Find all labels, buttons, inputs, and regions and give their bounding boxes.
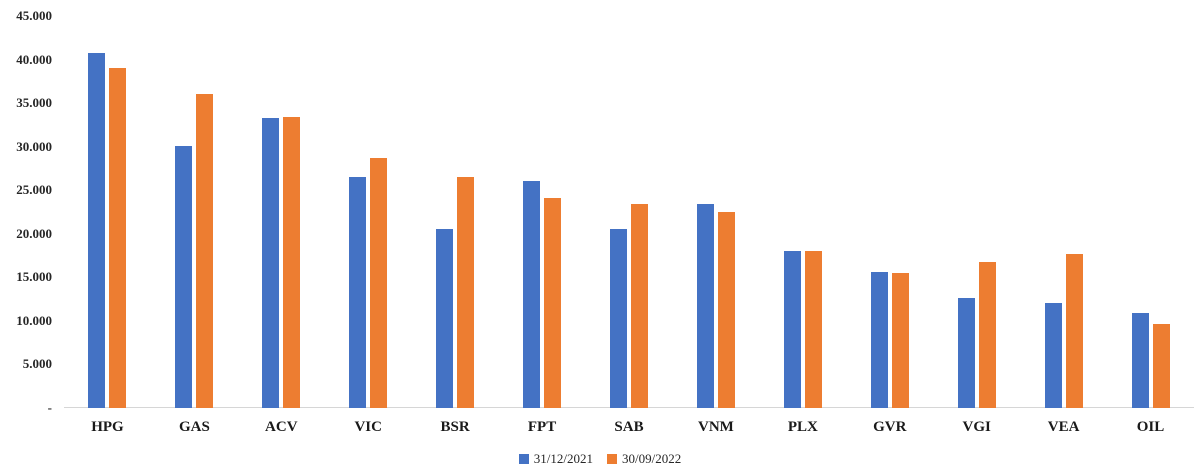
bar-fpt-31-12-2021 (523, 180, 541, 408)
bar-group-sab (586, 16, 673, 408)
bar-group-bsr (412, 16, 499, 408)
bar-gas-31-12-2021 (175, 145, 193, 408)
y-axis: 45.000 40.000 35.000 30.000 25.000 20.000 15.0… (0, 8, 52, 415)
x-tick-label-oil: OIL (1136, 419, 1165, 435)
y-tick-label: 30.000 (16, 138, 52, 154)
bar-groups (64, 16, 1194, 408)
x-tick-label-plx: PLX (787, 419, 818, 435)
x-tick-label-vea: VEA (1047, 419, 1080, 435)
bar-vgi-31-12-2021 (957, 298, 975, 408)
x-tick-label-fpt: FPT (527, 419, 557, 435)
x-tick-label-vic: VIC (354, 419, 382, 435)
x-tick-label-sab: SAB (614, 419, 644, 435)
chart-legend: 31/12/2021 30/09/2022 (0, 451, 1200, 467)
bar-gvr-31-12-2021 (870, 272, 888, 408)
y-tick-label: 20.000 (16, 225, 52, 241)
plot-area (64, 16, 1194, 408)
bar-oil-31-12-2021 (1131, 313, 1149, 408)
legend-swatch-icon (607, 454, 617, 464)
bar-group-acv (238, 16, 325, 408)
x-tick-label-bsr: BSR (440, 419, 470, 435)
bar-vea-30-09-2022 (1065, 253, 1083, 408)
y-tick-label: - (47, 400, 52, 415)
bar-hpg-31-12-2021 (88, 53, 106, 408)
bar-oil-30-09-2022 (1152, 324, 1170, 408)
bar-group-fpt (499, 16, 586, 408)
legend-label: 31/12/2021 (533, 451, 593, 466)
bar-group-vea (1020, 16, 1107, 408)
bar-gas-30-09-2022 (196, 94, 214, 408)
y-tick-label: 45.000 (16, 8, 52, 23)
bar-vnm-30-09-2022 (717, 212, 735, 408)
bar-sab-31-12-2021 (609, 228, 627, 408)
x-tick-label-vgi: VGI (962, 419, 991, 435)
legend-label: 30/09/2022 (622, 451, 682, 466)
y-tick-label: 15.000 (16, 269, 52, 285)
y-tick-label: 25.000 (16, 182, 52, 198)
y-tick-label: 5.000 (22, 356, 52, 372)
x-tick-label-vnm: VNM (698, 419, 734, 435)
bar-bsr-31-12-2021 (436, 229, 454, 408)
bar-gvr-30-09-2022 (891, 272, 909, 408)
bar-group-gvr (846, 16, 933, 408)
x-tick-label-acv: ACV (265, 419, 298, 435)
legend-item: 31/12/2021 (518, 451, 593, 467)
bar-vnm-31-12-2021 (696, 204, 714, 408)
x-tick-label-gas: GAS (178, 419, 210, 435)
bar-sab-30-09-2022 (630, 204, 648, 408)
x-axis: HPG GAS ACV VIC BSR FPT SAB VNM PLX GVR VGI VEA OIL (64, 413, 1194, 437)
bar-acv-31-12-2021 (262, 117, 280, 408)
bar-bsr-30-09-2022 (457, 177, 475, 408)
bar-group-vnm (672, 16, 759, 408)
bar-vgi-30-09-2022 (978, 261, 996, 408)
x-tick-label-hpg: HPG (91, 419, 124, 435)
bar-acv-30-09-2022 (283, 117, 301, 408)
bar-group-oil (1107, 16, 1194, 408)
legend-swatch-icon (518, 454, 529, 464)
bar-vic-31-12-2021 (349, 177, 367, 408)
bar-group-gas (151, 16, 238, 408)
x-tick-label-gvr: GVR (873, 419, 907, 435)
y-tick-label: 35.000 (16, 95, 52, 111)
bar-plx-31-12-2021 (783, 251, 801, 408)
bar-group-vgi (933, 16, 1020, 408)
bar-vea-31-12-2021 (1044, 303, 1062, 408)
bar-fpt-30-09-2022 (544, 198, 562, 408)
bar-group-plx (759, 16, 846, 408)
bar-group-hpg (64, 16, 151, 408)
y-tick-label: 10.000 (16, 312, 52, 328)
bar-plx-30-09-2022 (804, 251, 822, 408)
legend-item: 30/09/2022 (607, 451, 681, 467)
x-axis-line (64, 407, 1194, 408)
bar-hpg-30-09-2022 (109, 68, 127, 408)
bar-group-vic (325, 16, 412, 408)
bar-vic-30-09-2022 (370, 158, 388, 408)
y-tick-label: 40.000 (16, 51, 52, 67)
